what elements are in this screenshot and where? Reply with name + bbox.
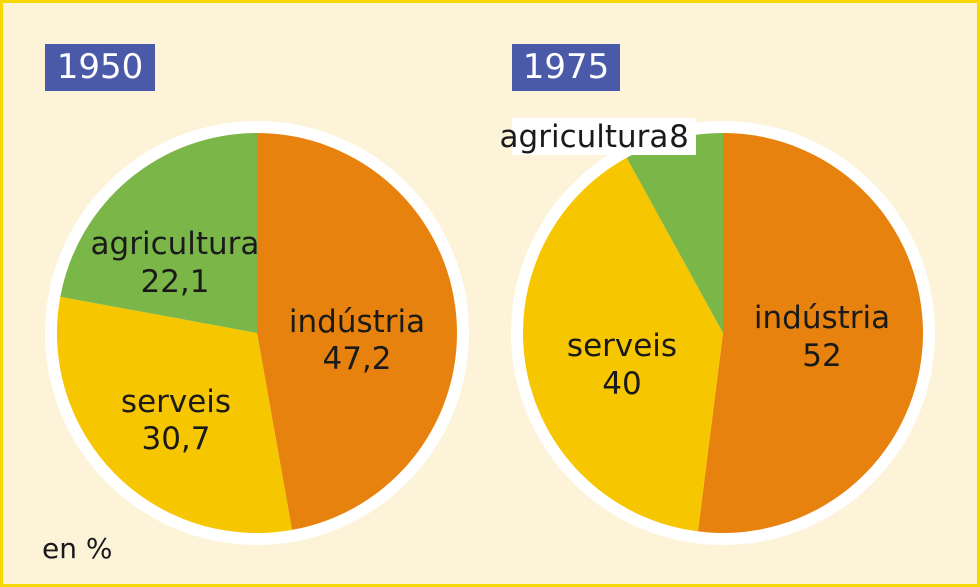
value-serveis-1975: 40 — [602, 366, 641, 402]
value-serveis-1950: 30,7 — [141, 421, 210, 457]
label-industria-1975: indústria — [754, 300, 890, 336]
label-agricultura-1975: agricultura — [500, 119, 669, 155]
label-serveis-1950: serveis — [121, 384, 231, 420]
pie-1975 — [511, 121, 935, 545]
label-serveis-1975: serveis — [567, 328, 677, 364]
slice-serveis-1950 — [57, 296, 293, 533]
slice-agricultura-1975 — [626, 133, 723, 333]
slice-serveis-1975 — [523, 157, 723, 532]
value-industria-1975: 52 — [802, 338, 841, 374]
pie-1950 — [45, 121, 469, 545]
year-label-1975: 1975 — [512, 44, 620, 91]
value-agricultura-1950: 22,1 — [140, 264, 209, 300]
value-industria-1950: 47,2 — [322, 341, 391, 377]
label-agricultura-1950: agricultura — [91, 226, 260, 262]
label-bg-agricultura-1975 — [512, 118, 696, 155]
slice-industria-1975 — [697, 133, 924, 533]
value-agricultura-1975: 8 — [669, 119, 689, 155]
label-industria-1950: indústria — [289, 304, 425, 340]
unit-label: en % — [42, 532, 113, 565]
slice-industria-1950 — [257, 133, 457, 530]
year-label-1950: 1950 — [45, 44, 155, 91]
slice-agricultura-1950 — [60, 133, 257, 333]
